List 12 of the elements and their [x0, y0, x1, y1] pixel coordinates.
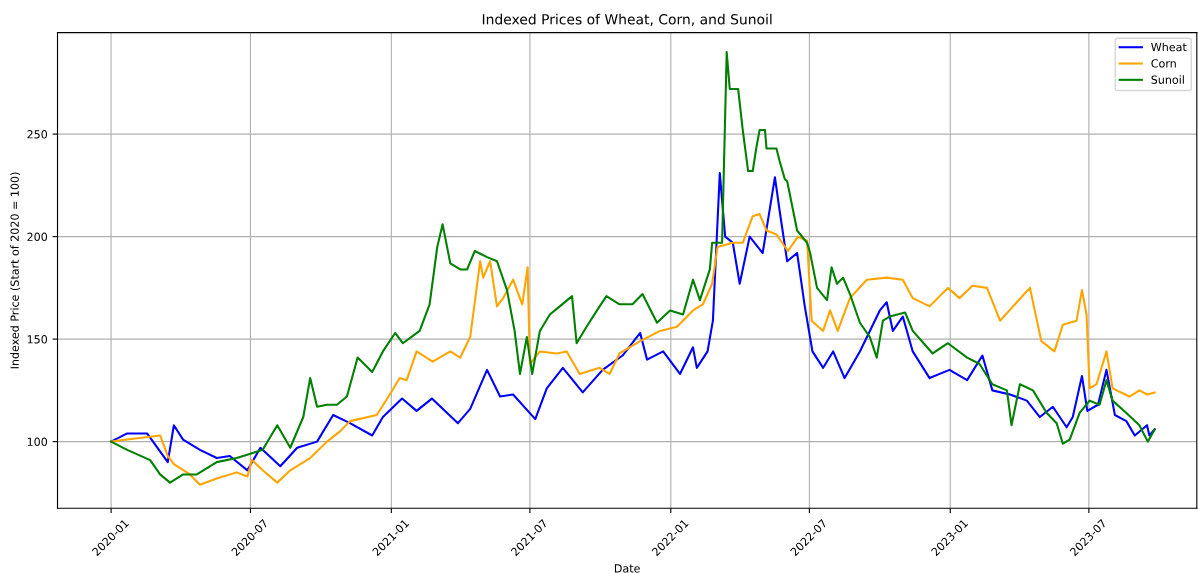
- line-series: [110, 213, 1156, 486]
- chart-title: Indexed Prices of Wheat, Corn, and Sunoil: [482, 13, 772, 26]
- y-tick-label: 250: [27, 130, 48, 139]
- y-tick-label: 100: [27, 437, 48, 447]
- y-axis-title: Indexed Price (Start of 2020 = 100): [10, 172, 21, 369]
- y-tick-label: 150: [27, 335, 48, 344]
- y-tick-label: 200: [27, 232, 48, 242]
- legend-label: Wheat: [1151, 42, 1187, 52]
- line-series: [110, 172, 1156, 472]
- x-axis-title: Date: [614, 564, 640, 573]
- legend-label: Corn: [1151, 59, 1176, 68]
- legend-label: Sunoil: [1151, 75, 1184, 84]
